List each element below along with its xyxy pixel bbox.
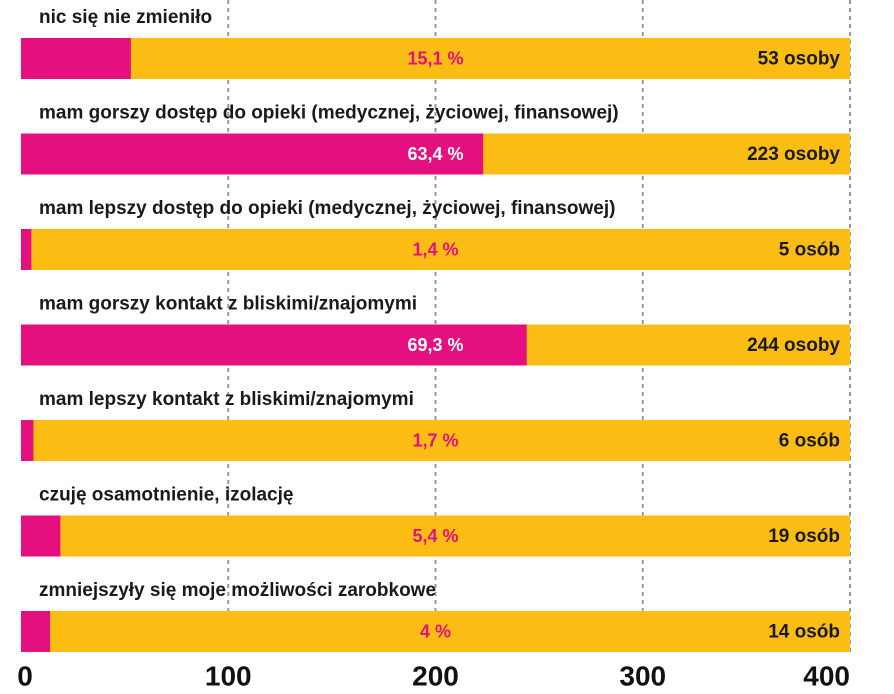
x-tick-label: 200 (412, 660, 459, 691)
category-label: czuję osamotnienie, izolację (39, 485, 293, 506)
bar-track (21, 38, 850, 79)
percent-label: 15,1 % (407, 48, 463, 68)
count-label: 19 osób (768, 526, 840, 547)
bar-track (21, 229, 850, 270)
category-label: zmniejszyły się moje możliwości zarobkow… (39, 580, 436, 601)
category-label: mam gorszy kontakt z bliskimi/znajomymi (39, 294, 417, 315)
category-label: nic się nie zmieniło (39, 7, 212, 28)
percent-label: 1,7 % (412, 430, 458, 450)
bar-track (21, 611, 850, 652)
percent-label: 1,4 % (412, 239, 458, 259)
count-label: 5 osób (779, 240, 840, 261)
bar (21, 420, 34, 461)
percent-label: 5,4 % (412, 526, 458, 546)
bar (21, 515, 61, 557)
bar (21, 324, 527, 366)
bar (21, 133, 484, 175)
bar (21, 38, 131, 79)
bar-track (21, 515, 850, 557)
bar-track (21, 420, 850, 461)
x-tick-label: 400 (803, 660, 850, 691)
category-label: mam lepszy kontakt z bliskimi/znajomymi (39, 389, 414, 410)
percent-label: 63,4 % (407, 144, 463, 164)
x-tick-label: 0 (17, 660, 33, 691)
bar (21, 229, 32, 270)
percent-label: 4 % (420, 621, 451, 641)
category-label: mam gorszy dostęp do opieki (medycznej, … (39, 103, 619, 124)
bar (21, 611, 51, 652)
count-label: 223 osoby (747, 144, 840, 165)
category-label: mam lepszy dostęp do opieki (medycznej, … (39, 198, 615, 219)
count-label: 14 osób (768, 622, 840, 643)
x-tick-label: 100 (205, 660, 252, 691)
count-label: 53 osoby (758, 49, 841, 70)
x-tick-label: 300 (619, 660, 666, 691)
count-label: 244 osoby (747, 335, 840, 356)
percent-label: 69,3 % (407, 335, 463, 355)
count-label: 6 osób (779, 431, 840, 452)
